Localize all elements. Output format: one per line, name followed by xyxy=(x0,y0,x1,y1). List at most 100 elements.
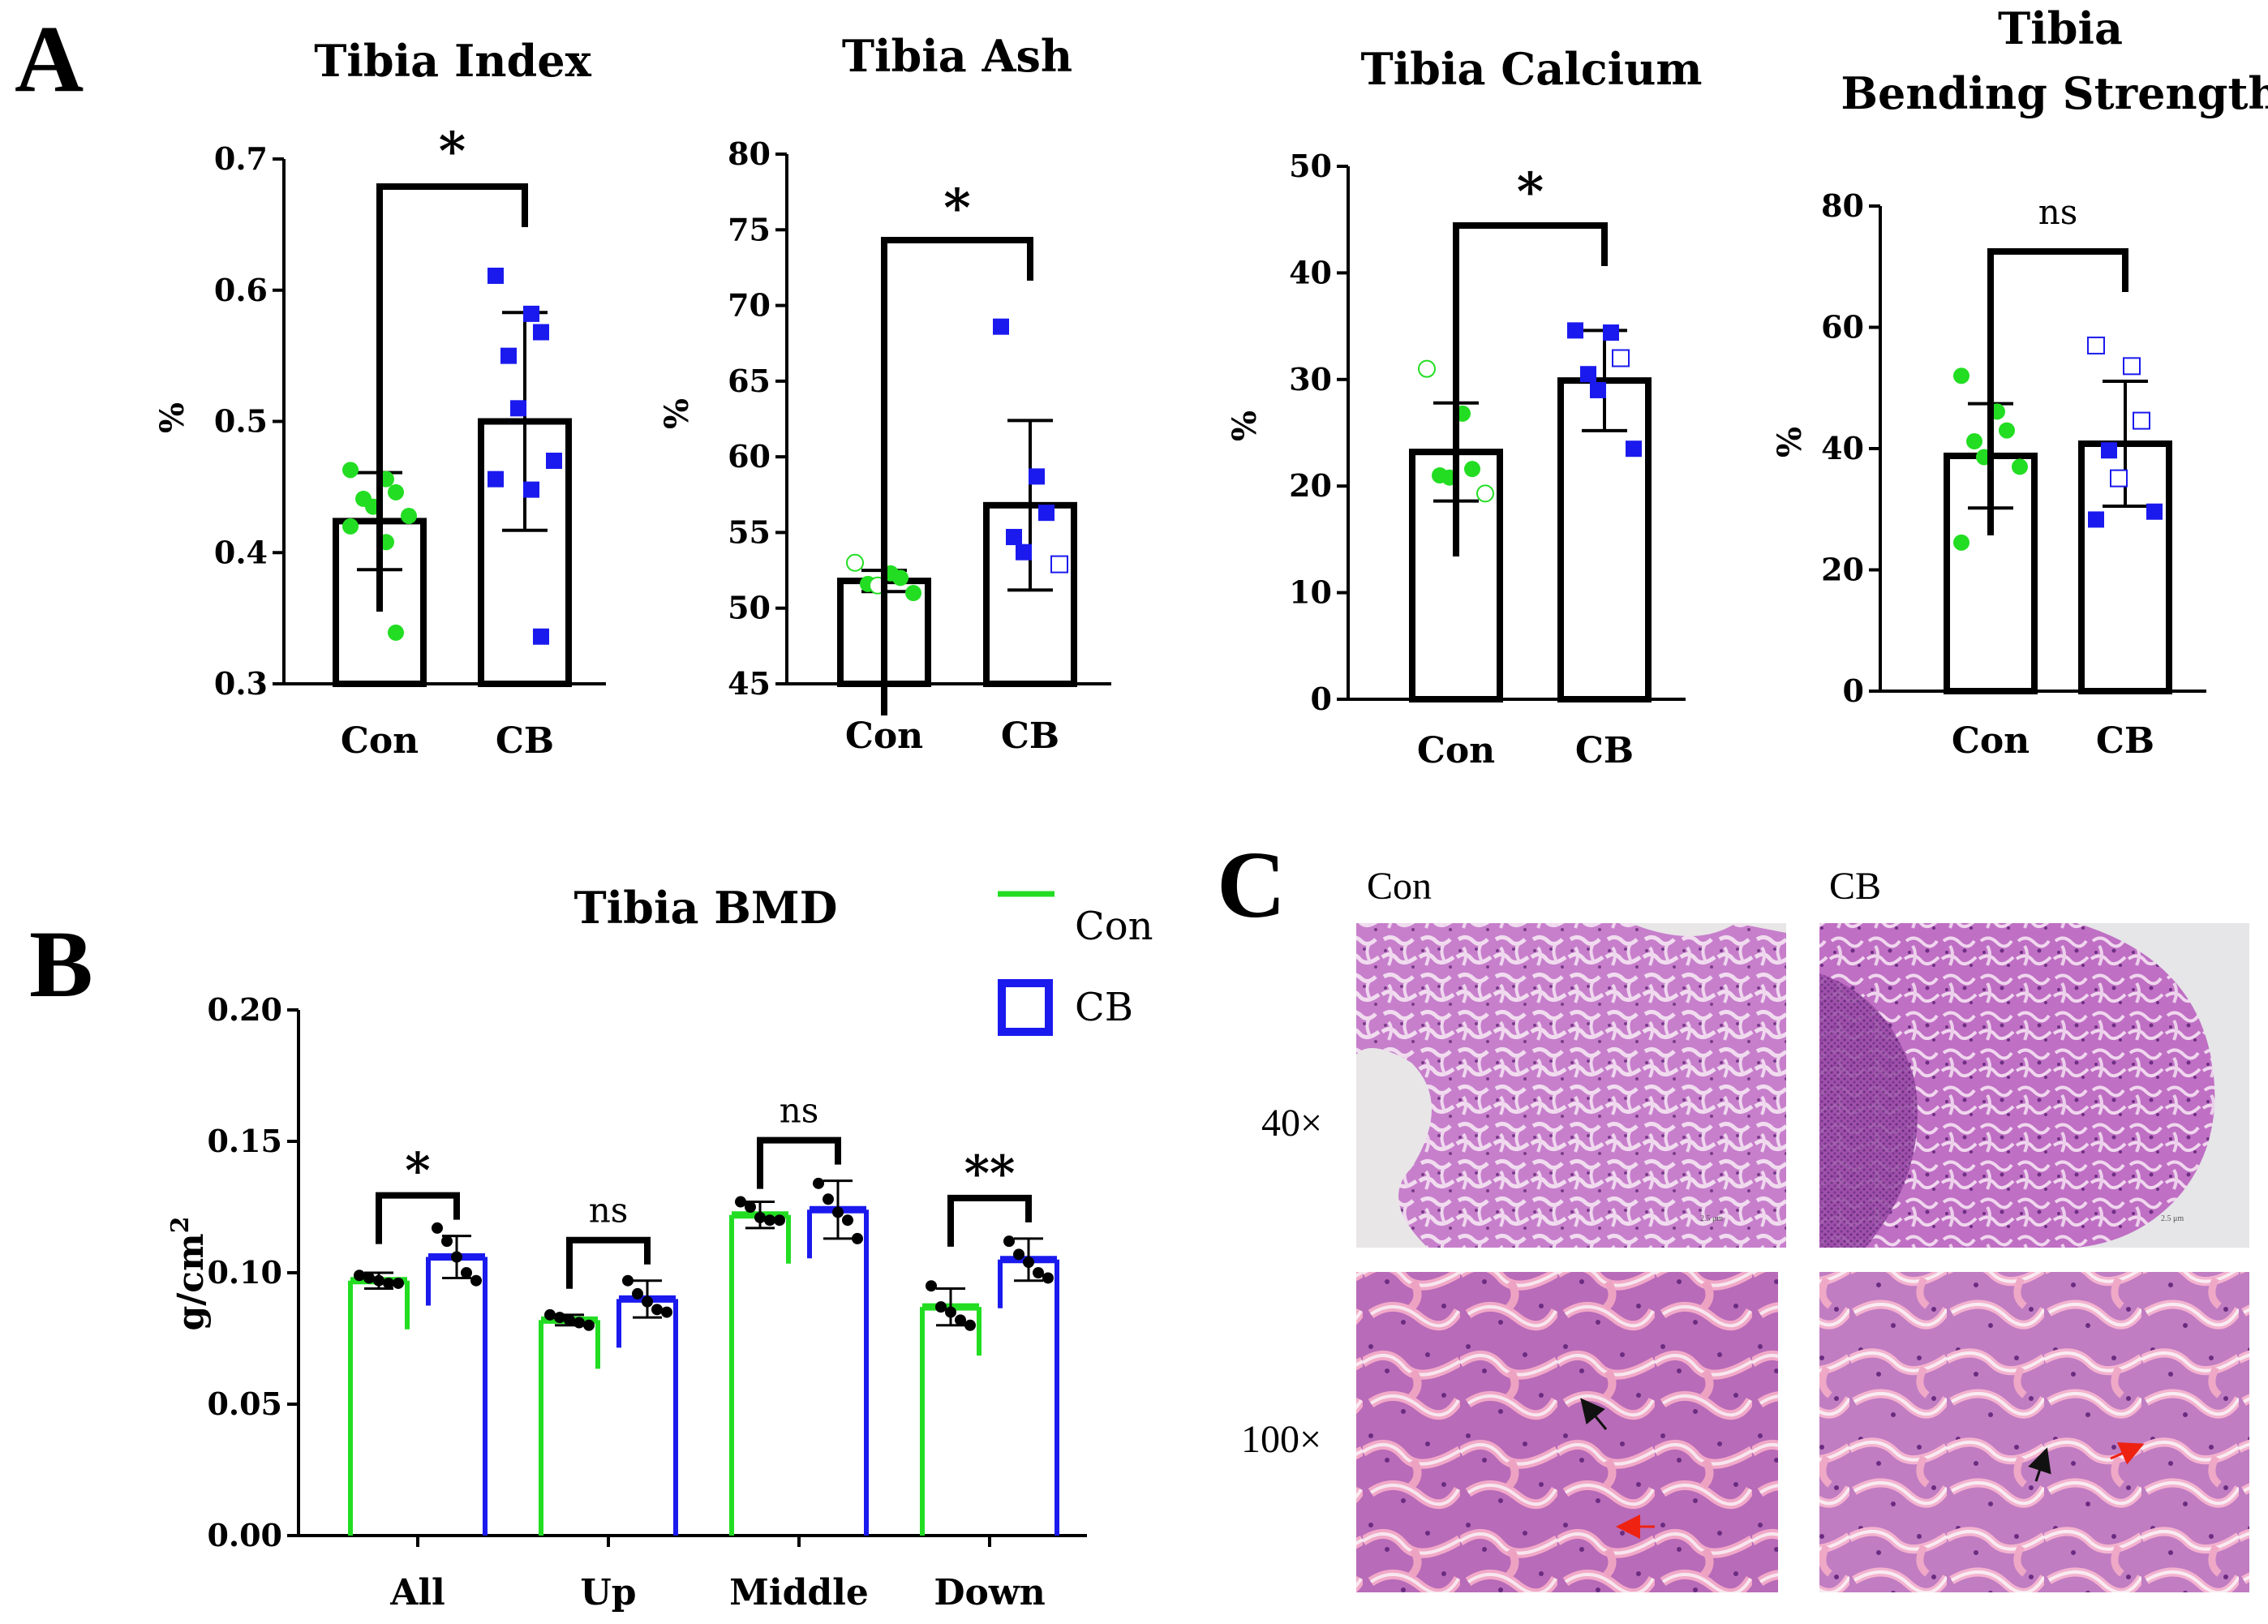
legend-con-label: Con xyxy=(1075,904,1153,949)
y-tick-label: 0.7 xyxy=(214,140,268,177)
y-tick-label: 20 xyxy=(1289,467,1332,504)
data-point xyxy=(470,1274,482,1287)
y-axis-label: % xyxy=(1771,427,1809,458)
cb-data-point xyxy=(1050,555,1068,574)
data-point xyxy=(642,1295,653,1308)
x-tick-label: CB xyxy=(1575,730,1634,771)
micrograph-cb-100x xyxy=(1819,1272,2249,1592)
cb-data-point xyxy=(523,305,539,322)
data-point xyxy=(774,1214,785,1227)
data-point xyxy=(1042,1272,1054,1284)
data-point xyxy=(622,1274,634,1287)
con-data-point xyxy=(388,624,404,641)
data-point xyxy=(745,1201,756,1213)
tibia-bending-strength-chart: Tibia Bending Strength 0 20 40 60 80% Con CB ns xyxy=(1771,2,2268,762)
data-point xyxy=(764,1214,775,1227)
con-data-point xyxy=(342,518,359,535)
significance-label: ns xyxy=(2038,192,2078,232)
data-point xyxy=(383,1277,394,1289)
chart-title: Tibia BMD xyxy=(573,882,837,934)
y-tick-label: 50 xyxy=(728,590,771,626)
y-tick-label: 40 xyxy=(1289,254,1332,290)
data-point xyxy=(1023,1257,1034,1269)
x-tick-label: Up xyxy=(580,1572,636,1613)
data-point xyxy=(935,1301,947,1313)
significance-bracket xyxy=(1987,248,2128,535)
panel-label-a: A xyxy=(15,6,84,112)
y-tick-label: 0.00 xyxy=(207,1517,282,1553)
y-tick-label: 80 xyxy=(1821,187,1864,224)
data-point xyxy=(632,1287,643,1300)
data-point xyxy=(852,1232,863,1244)
cb-data-point xyxy=(1567,322,1583,339)
con-data-point xyxy=(401,507,417,524)
data-point xyxy=(1003,1235,1015,1248)
data-point xyxy=(842,1214,853,1227)
data-point xyxy=(432,1222,443,1234)
data-point xyxy=(754,1211,766,1223)
panel-label-c: C xyxy=(1217,831,1286,938)
y-tick-label: 30 xyxy=(1289,361,1332,397)
cb-data-point xyxy=(2101,442,2117,459)
cb-data-point xyxy=(1612,349,1630,367)
micrograph-con-40x: 2.5 μm xyxy=(1356,923,1786,1248)
cb-data-point xyxy=(533,628,549,645)
osteoblast-black-arrow-icon xyxy=(2028,1447,2051,1482)
data-point xyxy=(554,1312,565,1324)
x-tick-label: Middle xyxy=(729,1572,869,1613)
chart-title: Tibia Index xyxy=(314,35,591,87)
cb-data-point xyxy=(488,267,504,284)
histology-col-label-con: Con xyxy=(1367,865,1432,908)
significance-label: * xyxy=(943,178,970,238)
data-point xyxy=(832,1206,844,1218)
data-point xyxy=(393,1277,404,1289)
significance-label: ns xyxy=(589,1191,629,1231)
data-point xyxy=(1033,1267,1044,1278)
y-tick-label: 0 xyxy=(1311,681,1332,717)
cb-data-point xyxy=(2133,411,2150,430)
chart-title: Tibia Calcium xyxy=(1360,43,1702,95)
x-tick-label: CB xyxy=(496,720,554,762)
data-point xyxy=(926,1280,937,1292)
data-point xyxy=(451,1251,462,1263)
y-tick-label: 20 xyxy=(1821,552,1864,588)
data-point xyxy=(363,1272,375,1284)
y-axis-label: % xyxy=(658,398,696,429)
y-tick-label: 55 xyxy=(728,513,771,550)
data-point xyxy=(564,1314,575,1326)
con-data-point xyxy=(388,483,404,501)
chart-title: Bending Strength xyxy=(1841,67,2268,119)
data-point xyxy=(354,1270,365,1282)
con-data-point xyxy=(1999,422,2015,439)
data-point xyxy=(441,1235,453,1248)
x-tick-label: Con xyxy=(845,715,923,757)
significance-bracket xyxy=(947,1194,1032,1247)
data-point xyxy=(373,1274,384,1287)
cb-data-point xyxy=(2123,357,2141,376)
x-tick-label: CB xyxy=(1001,715,1059,757)
y-tick-label: 0.05 xyxy=(207,1386,282,1422)
data-point xyxy=(461,1267,472,1278)
y-axis-label: g/cm2 xyxy=(166,1216,212,1330)
y-tick-label: 0.5 xyxy=(214,403,268,440)
svg-text:2.5 μm: 2.5 μm xyxy=(2161,1214,2184,1223)
significance-label: ns xyxy=(780,1091,819,1131)
significance-bracket xyxy=(1453,222,1608,556)
y-tick-label: 40 xyxy=(1821,430,1864,466)
cb-data-point xyxy=(993,318,1009,335)
y-tick-label: 0.10 xyxy=(207,1254,282,1291)
y-tick-label: 70 xyxy=(728,287,771,324)
tibia-index-chart: Tibia Index 0.3 0.4 0.5 0.6 0.7% Con CB * xyxy=(153,35,606,762)
tibia-ash-chart: Tibia Ash 45 50 55 60 65 70 75 80% Con CB * xyxy=(658,30,1111,757)
con-data-point xyxy=(2012,458,2028,475)
y-tick-label: 10 xyxy=(1289,574,1332,611)
y-tick-label: 60 xyxy=(728,438,771,475)
y-tick-label: 0 xyxy=(1843,672,1864,709)
cb-data-point xyxy=(2110,469,2128,488)
y-tick-label: 45 xyxy=(728,665,771,702)
significance-bracket xyxy=(881,237,1033,715)
tibia-bmd-chart: Tibia BMD 0.00 0.05 0.10 0.15 0.20 g/cm2 All * Up… xyxy=(166,882,1153,1613)
significance-label: * xyxy=(439,121,466,182)
con-data-point xyxy=(1418,359,1436,378)
